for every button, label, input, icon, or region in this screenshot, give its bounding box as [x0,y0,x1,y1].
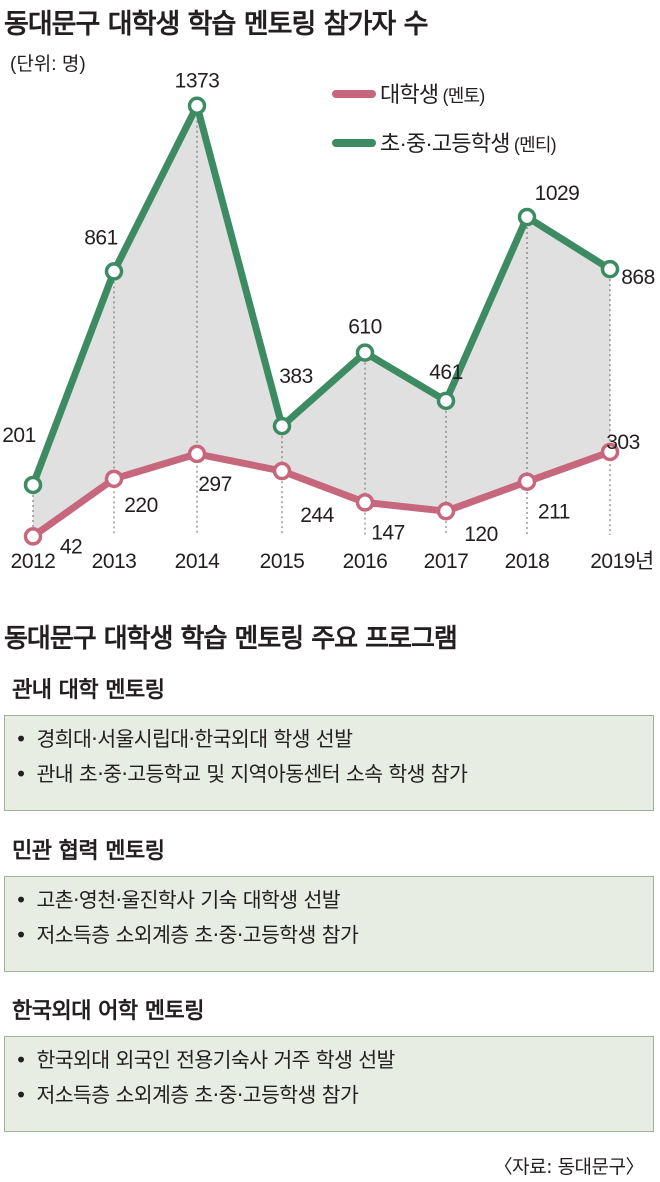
mentor-point [517,472,537,491]
program-item: • 경희대·서울시립대·한국외대 학생 선발 [15,722,653,757]
bullet-icon: • [15,888,27,912]
mentor-point [23,527,43,546]
mentee-data-label: 610 [348,316,382,339]
program-name: 관내 대학 멘토링 [12,678,165,703]
mentee-point [355,343,375,362]
mentee-data-label: 1373 [175,70,220,93]
program-item: • 관내 초·중·고등학교 및 지역아동센터 소속 학생 참가 [15,757,653,792]
mentor-point [600,442,620,462]
mentee-data-label: 201 [2,424,36,447]
program-item-text: 한국외대 외국인 전용기숙사 거주 학생 선발 [36,1048,396,1072]
x-axis-ticks: 2012 2013 2014 2015 2016 2017 2018 2019년 [11,550,655,573]
program-item: • 한국외대 외국인 전용기숙사 거주 학생 선발 [15,1043,653,1078]
mentor-data-label: 303 [606,431,640,454]
mentee-data-label: 861 [84,226,118,249]
mentor-point [272,461,292,481]
mentee-point [517,207,537,227]
mentor-data-label: 42 [60,535,82,558]
mentor-data-label: 220 [124,494,158,517]
fill-between-polygon [33,105,610,537]
unit-label: (단위: 명) [10,53,86,75]
mentee-data-label: 383 [279,365,313,388]
mentor-point [104,469,124,489]
mentee-point [436,391,456,411]
x-tick-label: 2019년 [590,550,654,573]
mentor-point [355,493,375,512]
x-tick-label: 2015 [260,550,305,573]
series-layer [23,96,620,546]
bullet-icon: • [15,762,27,786]
mentor-data-label: 147 [371,521,405,544]
mentee-point [187,96,207,115]
mentor-point [187,444,207,464]
mentee-point [104,262,124,281]
program-name: 한국외대 어학 멘토링 [12,999,204,1024]
mentee-point [600,259,620,279]
source-credit: 〈자료: 동대문구〉 [493,1156,645,1178]
mentee-point [272,416,292,436]
chart-title: 동대문구 대학생 학습 멘토링 참가자 수 [4,9,428,40]
program-item-text: 고촌·영천·울진학사 기숙 대학생 선발 [36,888,341,912]
x-tick-label: 2013 [92,550,137,573]
bullet-icon: • [15,1048,27,1072]
legend: 대학생 (멘토) 초·중·고등학생 (멘티) [332,82,557,156]
program-item: • 저소득층 소외계층 초·중·고등학생 참가 [15,918,653,953]
program-item-text: 경희대·서울시립대·한국외대 학생 선발 [36,727,353,751]
bullet-icon: • [15,727,27,751]
mentor-series-line [29,448,614,540]
program-box: • 한국외대 외국인 전용기숙사 거주 학생 선발 • 저소득층 소외계층 초·중·… [4,1036,654,1132]
program-item-text: 저소득층 소외계층 초·중·고등학생 참가 [36,1083,359,1107]
mentee-data-label: 461 [429,361,463,384]
program-box: • 고촌·영천·울진학사 기숙 대학생 선발 • 저소득층 소외계층 초·중·고등학… [4,876,654,972]
mentor-point [436,501,456,521]
x-tick-label: 2018 [505,550,550,573]
legend-label-mentor: 대학생 (멘토) [380,82,484,107]
mentee-data-label: 868 [621,266,655,289]
program-item-text: 저소득층 소외계층 초·중·고등학생 참가 [36,923,359,947]
x-tick-label: 2014 [175,550,221,573]
bullet-icon: • [15,1083,27,1107]
x-tick-label: 2017 [424,550,469,573]
x-tick-label: 2012 [11,550,56,573]
data-labels: 201 861 1373 383 610 461 1029 868 42 220 297 244 147… [2,70,655,559]
mentor-data-label: 120 [464,523,498,546]
programs-title: 동대문구 대학생 학습 멘토링 주요 프로그램 [4,624,458,654]
program-item: • 고촌·영천·울진학사 기숙 대학생 선발 [15,883,653,918]
bullet-icon: • [15,923,27,947]
x-tick-label: 2016 [343,550,388,573]
program-box: • 경희대·서울시립대·한국외대 학생 선발 • 관내 초·중·고등학교 및 지역아… [4,715,654,811]
mentor-data-label: 244 [300,504,334,527]
program-item: • 저소득층 소외계층 초·중·고등학생 참가 [15,1078,653,1113]
program-item-text: 관내 초·중·고등학교 및 지역아동센터 소속 학생 참가 [36,762,468,786]
mentor-data-label: 211 [538,501,570,524]
mentee-point [23,475,43,495]
fill-between-area [33,105,610,537]
legend-label-mentee: 초·중·고등학생 (멘티) [380,131,556,156]
line-chart: (단위: 명) 20186113733836104611029868422202… [2,53,655,573]
mentor-data-label: 297 [198,473,232,496]
program-name: 민관 협력 멘토링 [12,839,165,864]
mentee-data-label: 1029 [535,182,580,205]
mentee-series-line [29,102,614,489]
